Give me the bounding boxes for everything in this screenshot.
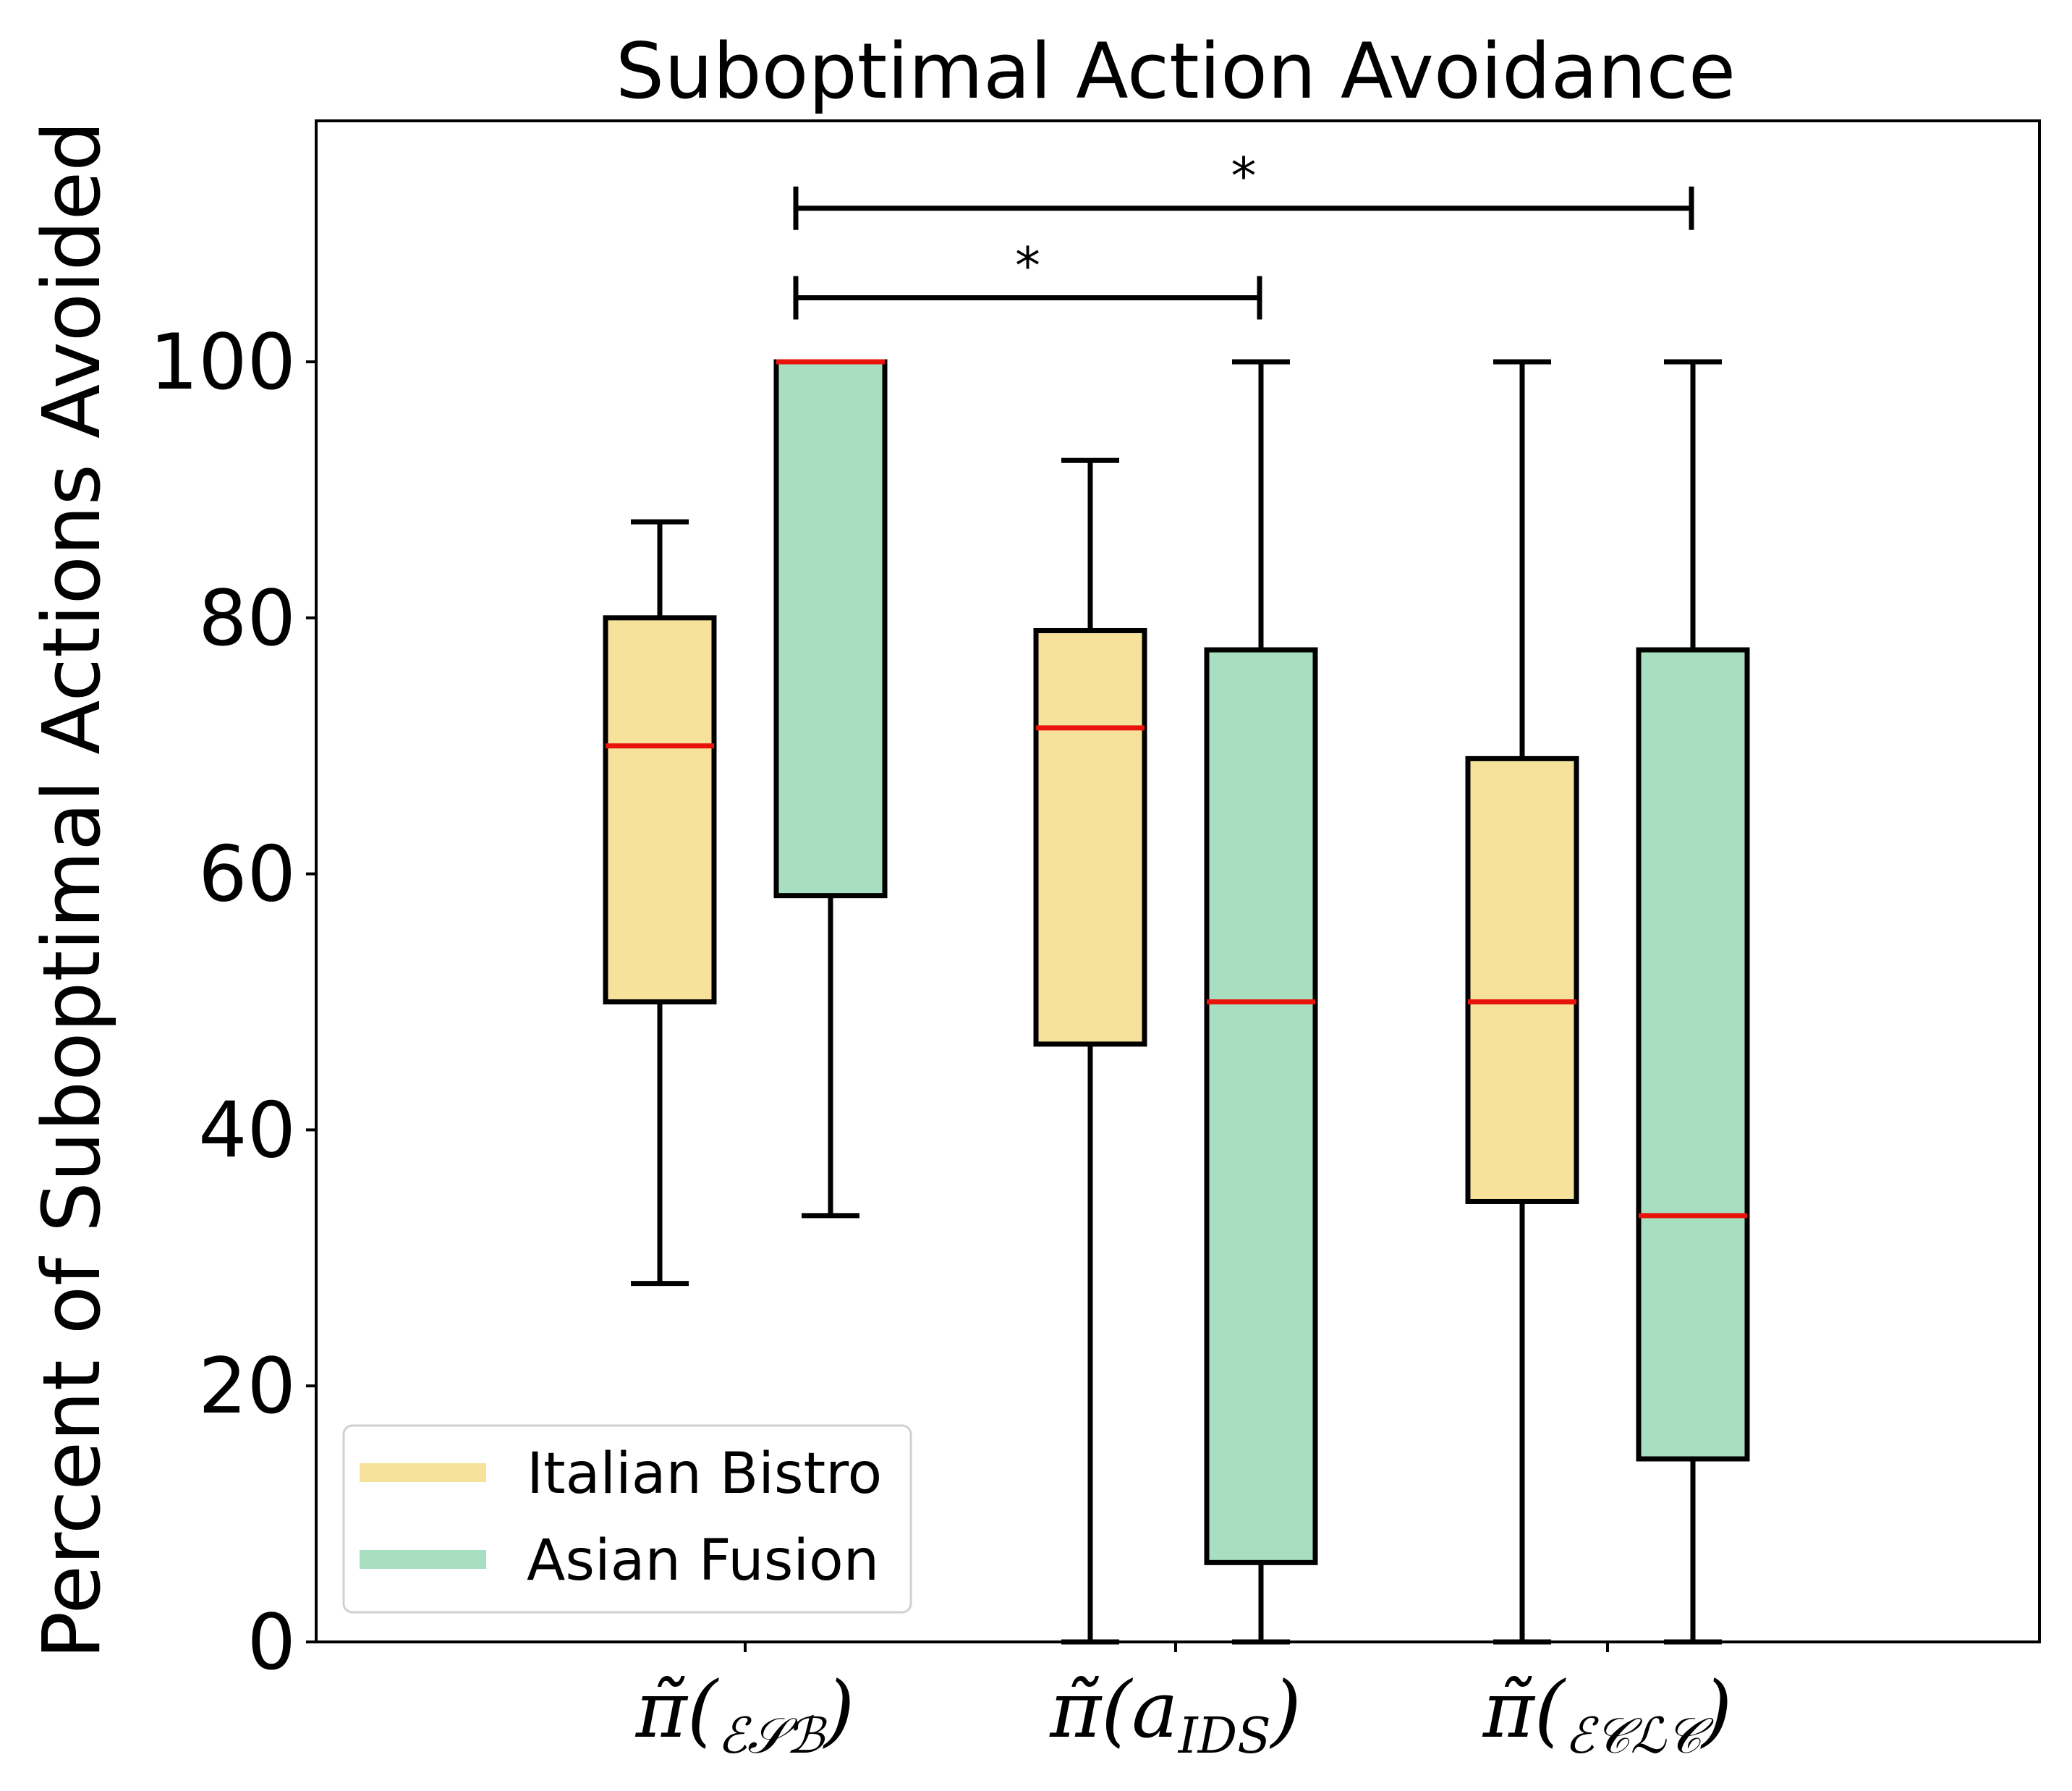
box-italian-bistro-2 (1033, 457, 1147, 1645)
legend: Italian Bistro Asian Fusion (342, 1424, 912, 1614)
box-body (603, 615, 717, 1004)
y-tick-label: 0 (247, 1598, 296, 1687)
series-asian-fusion (773, 359, 1750, 1645)
y-tick-label: 100 (150, 318, 296, 407)
significance-star: * (1015, 237, 1040, 296)
box-body (1636, 647, 1750, 1462)
box-asian-fusion-3 (1636, 359, 1750, 1645)
chart-title: Suboptimal Action Avoidance (616, 27, 1736, 116)
y-tick-label: 20 (198, 1342, 296, 1431)
x-tick-label: π̃(ℰ𝒮ℬ) (635, 1665, 855, 1765)
box-asian-fusion-1 (773, 359, 888, 1219)
significance-star: * (1231, 147, 1257, 206)
y-tick-label: 80 (198, 574, 296, 663)
box-body (1465, 755, 1579, 1204)
x-tick-label: π̃(ℰ𝒞ℒ𝒞) (1482, 1665, 1733, 1765)
box-body (1033, 627, 1147, 1047)
box-body (773, 359, 888, 899)
legend-label-asian-fusion: Asian Fusion (527, 1528, 879, 1593)
x-tick-label: π̃(aIDS) (1049, 1665, 1302, 1765)
significance-bracket-1: * (793, 237, 1262, 320)
y-tick-label: 40 (198, 1085, 296, 1174)
box-italian-bistro-1 (603, 519, 717, 1287)
box-series (603, 359, 1750, 1645)
significance-brackets: ** (793, 147, 1694, 320)
y-tick-label: 60 (198, 830, 296, 919)
y-axis-ticks: 0 20 40 60 80 100 (150, 318, 316, 1687)
box-italian-bistro-3 (1465, 359, 1579, 1645)
box-body (1204, 647, 1318, 1565)
plot-area (315, 119, 2041, 1643)
series-italian-bistro (603, 359, 1579, 1645)
y-axis-label: Percent of Suboptimal Actions Avoided (25, 121, 118, 1659)
box-asian-fusion-2 (1204, 359, 1318, 1645)
legend-label-italian-bistro: Italian Bistro (527, 1441, 882, 1507)
significance-bracket-2: * (793, 147, 1694, 230)
x-axis-ticks: π̃(ℰ𝒮ℬ) π̃(aIDS) π̃(ℰ𝒞ℒ𝒞) (635, 1642, 1733, 1765)
